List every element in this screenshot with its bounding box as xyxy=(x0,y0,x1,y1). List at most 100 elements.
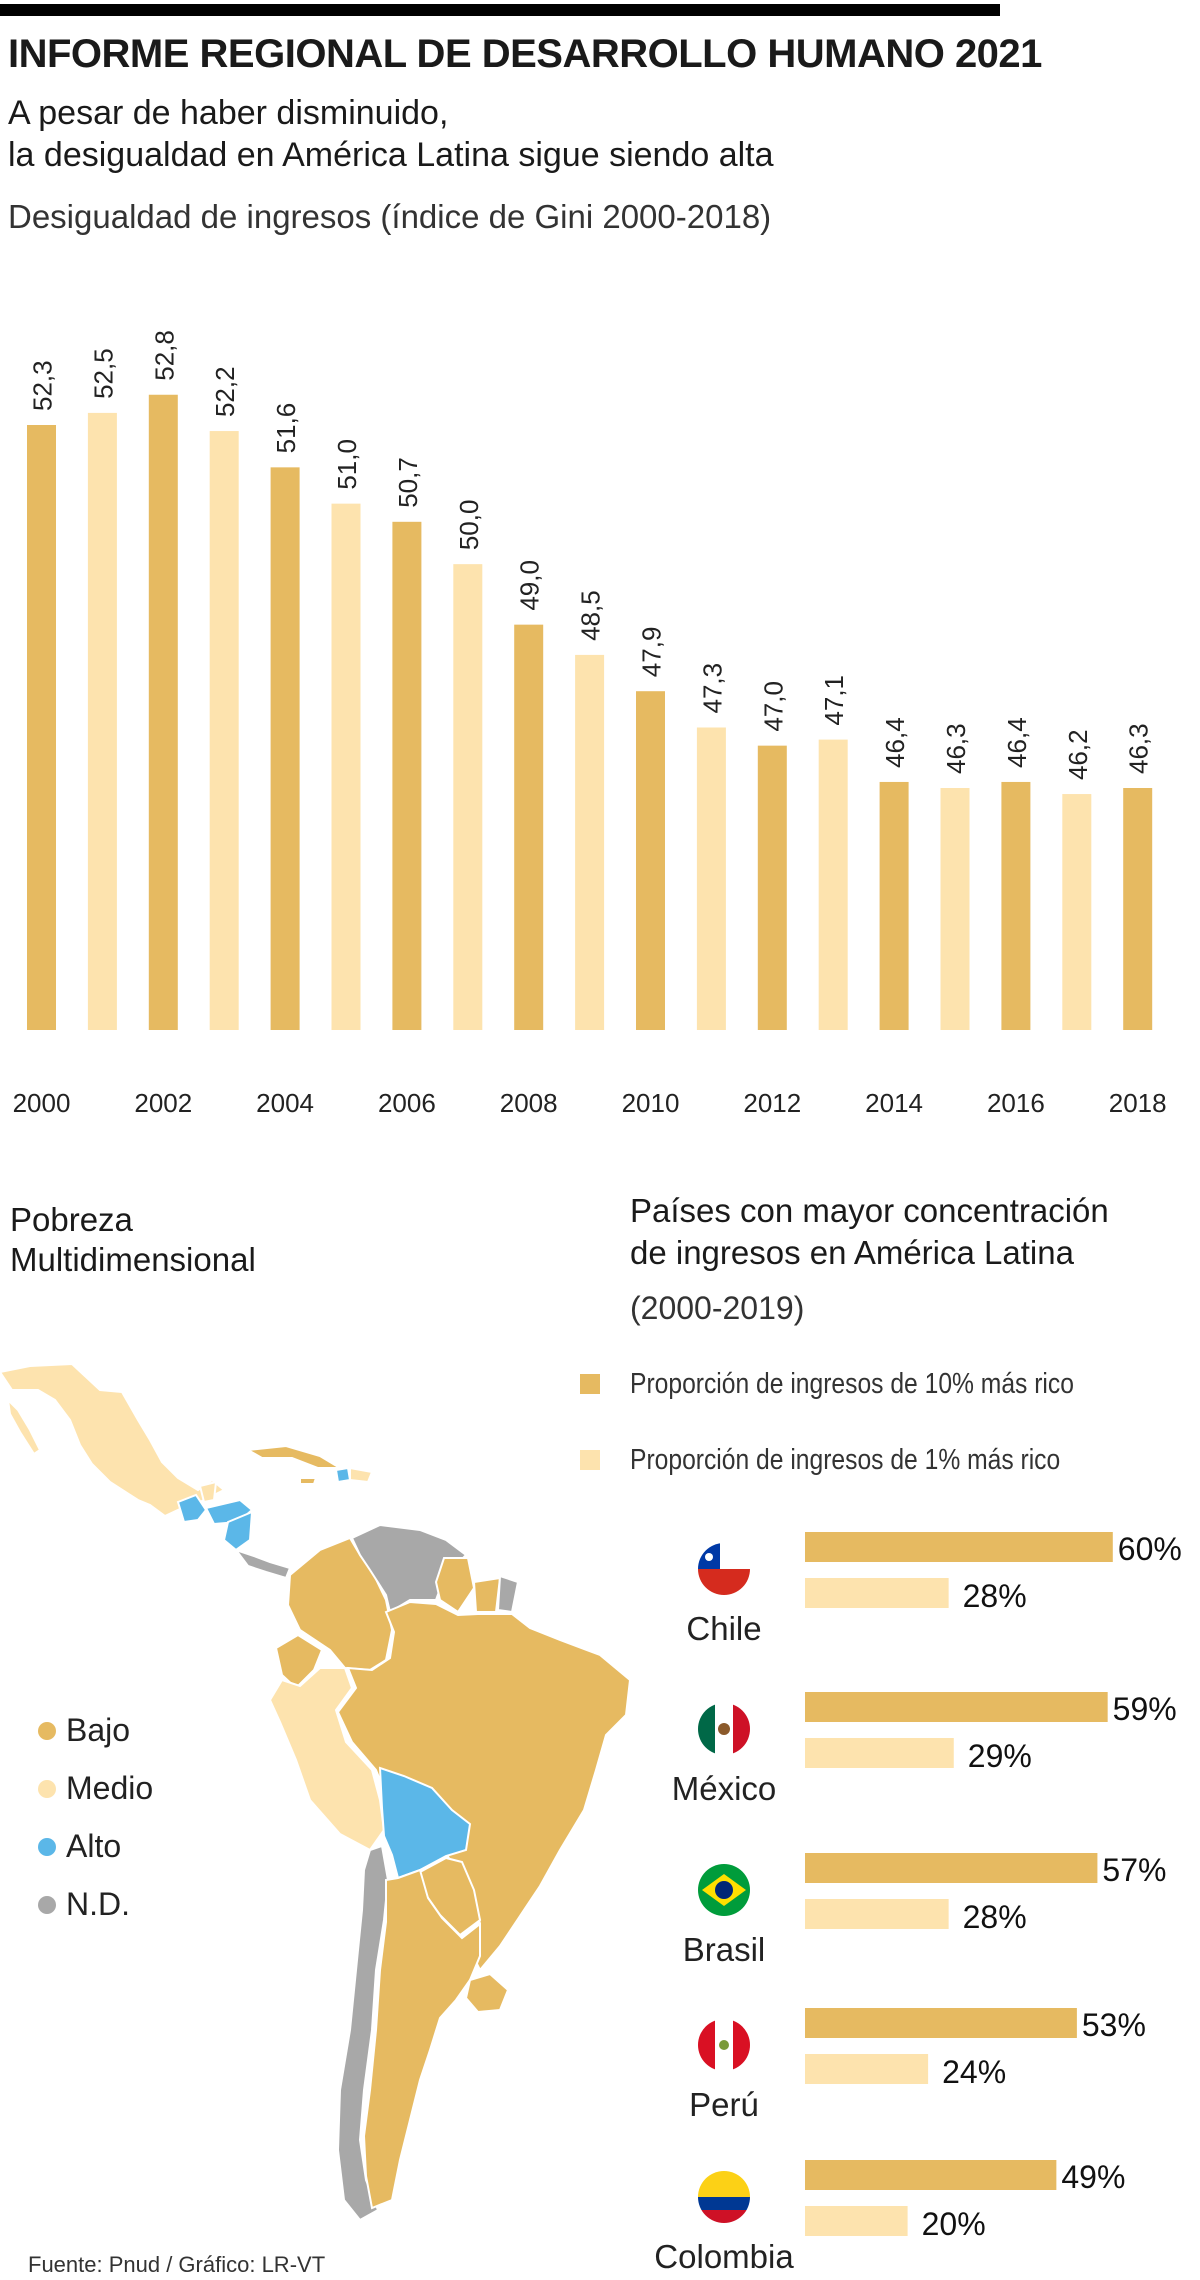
legend-label-top10: Proporción de ingresos de 10% más rico xyxy=(630,1367,1074,1400)
gini-value-label: 46,4 xyxy=(1002,717,1032,768)
gini-value-label: 52,2 xyxy=(210,366,240,417)
map-costa-rica-panama xyxy=(233,1548,292,1580)
concentration-bar-chart: 60% 28% Chile 59% 29% México 57% 28% Brasil 53% 24… xyxy=(654,1531,1182,2275)
source-note: Fuente: Pnud / Gráfico: LR-VT xyxy=(28,2252,326,2277)
bar-top10-label: 49% xyxy=(1061,2159,1125,2195)
gini-value-label: 47,1 xyxy=(819,675,849,726)
map-legend-dot-alto xyxy=(38,1837,56,1856)
bar-top10-label: 59% xyxy=(1113,1691,1177,1727)
gini-bar-2009 xyxy=(575,654,605,1030)
colombia-flag-icon xyxy=(698,2171,750,2223)
bar-top10-label: 60% xyxy=(1118,1531,1182,1567)
map-cuba xyxy=(244,1444,344,1469)
map-peru xyxy=(268,1667,386,1852)
country-label: Brasil xyxy=(683,1931,766,1968)
map-legend-alto: Alto xyxy=(38,1828,121,1865)
map-uruguay xyxy=(464,1972,510,2014)
concentration-period: (2000-2019) xyxy=(630,1290,805,1326)
gini-bar-2008 xyxy=(514,624,544,1030)
gini-bar-2013 xyxy=(818,739,848,1030)
gini-bar-chart: 52,3 52,5 52,8 52,2 51,6 51,0 50,7 50,0 49,0 48,5… xyxy=(13,330,1167,1118)
map-legend-label-bajo: Bajo xyxy=(66,1712,131,1748)
poverty-title-line-2: Multidimensional xyxy=(10,1241,256,1278)
perú-flag-icon xyxy=(698,2019,750,2071)
gini-value-label: 52,5 xyxy=(88,348,118,399)
map-legend-dot-medio xyxy=(38,1779,56,1798)
gini-bar-2017 xyxy=(1062,794,1092,1030)
bar-top1-label: 24% xyxy=(942,2054,1006,2090)
gini-bar-2002 xyxy=(148,394,178,1030)
concentration-title: Países con mayor concentración de ingres… xyxy=(630,1190,1190,1274)
gini-value-label: 50,7 xyxy=(393,457,423,508)
gini-x-tick-label: 2010 xyxy=(622,1088,680,1118)
legend-swatch-top10 xyxy=(580,1374,600,1394)
bar-top10-Perú xyxy=(805,2008,1077,2038)
gini-value-label: 46,4 xyxy=(880,717,910,768)
bar-top10-Chile xyxy=(805,1532,1113,1562)
map-baja xyxy=(6,1397,42,1456)
bar-top10-Brasil xyxy=(805,1853,1098,1883)
gini-x-tick-label: 2008 xyxy=(500,1088,558,1118)
gini-value-label: 52,8 xyxy=(149,330,179,381)
bar-top1-label: 29% xyxy=(968,1738,1032,1774)
gini-value-label: 49,0 xyxy=(515,560,545,611)
bar-top1-label: 20% xyxy=(922,2206,986,2242)
bar-top1-Brasil xyxy=(805,1899,949,1929)
map-legend-dot-nd xyxy=(38,1895,56,1914)
legend-label-top1: Proporción de ingresos de 1% más rico xyxy=(630,1443,1061,1476)
gini-bar-2012 xyxy=(757,745,787,1030)
gini-value-label: 46,3 xyxy=(1124,723,1154,774)
poverty-title-line-1: Pobreza xyxy=(10,1201,133,1238)
gini-value-label: 47,3 xyxy=(697,663,727,714)
gini-bar-2015 xyxy=(940,788,970,1030)
gini-value-label: 46,2 xyxy=(1063,729,1093,780)
country-label: Perú xyxy=(689,2086,759,2123)
map-legend-nd: N.D. xyxy=(38,1886,130,1923)
map-suriname xyxy=(472,1576,502,1613)
bar-top1-label: 28% xyxy=(963,1578,1027,1614)
brasil-flag-icon xyxy=(698,1864,750,1916)
page-subtitle: A pesar de haber disminuido, la desigual… xyxy=(8,92,908,176)
map-dominican xyxy=(349,1466,374,1484)
gini-x-tick-label: 2006 xyxy=(378,1088,436,1118)
gini-bar-2010 xyxy=(636,691,665,1030)
gini-value-label: 52,3 xyxy=(28,360,58,411)
map-legend-medio: Medio xyxy=(38,1770,153,1807)
map-french-guiana xyxy=(496,1574,520,1614)
poverty-title: Pobreza Multidimensional xyxy=(10,1200,350,1280)
map-ecuador xyxy=(274,1633,324,1690)
map-colombia xyxy=(286,1536,394,1672)
top-rule xyxy=(0,4,1000,16)
map-legend-bajo: Bajo xyxy=(38,1712,130,1749)
map-belize xyxy=(198,1480,218,1504)
map-guyana xyxy=(434,1557,476,1614)
bar-top1-Colombia xyxy=(805,2206,908,2236)
gini-value-label: 48,5 xyxy=(576,590,606,641)
gini-value-label: 47,9 xyxy=(637,627,667,678)
legend-swatch-top1 xyxy=(580,1450,600,1470)
legend-item-top1: Proporción de ingresos de 1% más rico xyxy=(580,1440,1136,1480)
map-chile xyxy=(336,1844,390,2222)
gini-bar-2004 xyxy=(270,467,300,1031)
gini-value-label: 47,0 xyxy=(758,681,788,732)
gini-bar-2001 xyxy=(87,412,117,1030)
bar-top10-México xyxy=(805,1692,1108,1722)
latin-america-map xyxy=(0,1362,632,2222)
bar-top1-label: 28% xyxy=(963,1899,1027,1935)
gini-bar-2011 xyxy=(696,727,726,1030)
gini-x-tick-label: 2014 xyxy=(865,1088,923,1118)
gini-x-tick-label: 2018 xyxy=(1109,1088,1167,1118)
gini-bar-2003 xyxy=(209,431,239,1030)
map-guatemala xyxy=(176,1493,208,1524)
country-label: Chile xyxy=(686,1610,761,1647)
map-legend-label-medio: Medio xyxy=(66,1770,154,1806)
méxico-flag-icon xyxy=(698,1703,750,1755)
gini-bar-2007 xyxy=(453,564,483,1030)
gini-x-tick-label: 2000 xyxy=(13,1088,71,1118)
map-legend-dot-bajo xyxy=(38,1721,56,1740)
gini-chart-title: Desigualdad de ingresos (índice de Gini … xyxy=(8,198,772,235)
concentration-title-line-1: Países con mayor concentración xyxy=(630,1192,1109,1229)
gini-x-tick-label: 2016 xyxy=(987,1088,1045,1118)
subtitle-line-1: A pesar de haber disminuido, xyxy=(8,94,449,132)
legend-item-top10: Proporción de ingresos de 10% más rico xyxy=(580,1364,1152,1404)
